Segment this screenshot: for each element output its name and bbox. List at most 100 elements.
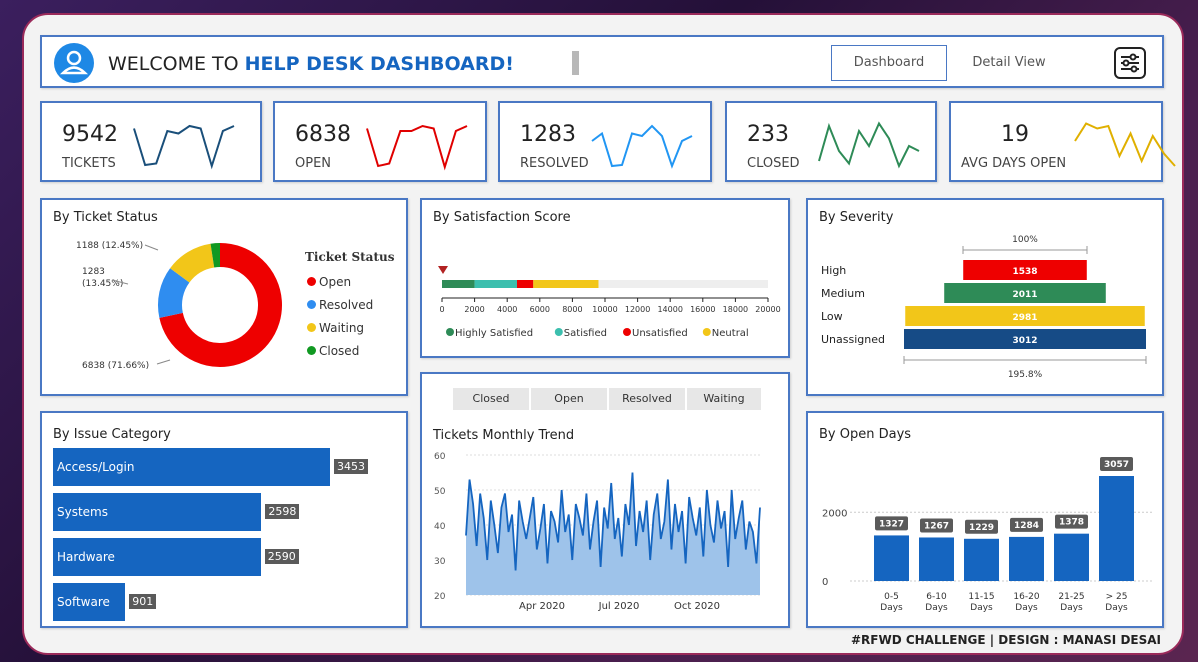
kpi-label: RESOLVED bbox=[520, 156, 589, 171]
donut-data-label: 6838 (71.66%) bbox=[82, 361, 149, 371]
kpi-card: 9542 TICKETS bbox=[40, 101, 262, 182]
category-bar[interactable]: Hardware bbox=[53, 538, 261, 576]
legend-label[interactable]: Satisfied bbox=[564, 328, 607, 339]
category-value-label: 901 bbox=[129, 594, 157, 609]
legend-item[interactable]: Resolved bbox=[307, 293, 373, 316]
ticket-status-title: By Ticket Status bbox=[53, 210, 158, 225]
kpi-value: 233 bbox=[747, 122, 789, 147]
donut-slice-open[interactable] bbox=[159, 243, 282, 367]
legend-dot-icon bbox=[554, 328, 563, 336]
funnel-top-label: 100% bbox=[1012, 235, 1038, 245]
x-tick-label: > 25 bbox=[1106, 592, 1128, 602]
kpi-label: TICKETS bbox=[62, 156, 116, 171]
y-tick-label: 40 bbox=[434, 522, 446, 532]
legend-dot-icon bbox=[307, 323, 316, 332]
funnel-category-label: Medium bbox=[821, 287, 865, 300]
nav-detail-view-button[interactable]: Detail View bbox=[972, 55, 1046, 70]
legend-dot-icon bbox=[702, 328, 711, 336]
donut-slice-resolved[interactable] bbox=[158, 268, 190, 318]
filter-resolved-button[interactable]: Resolved bbox=[609, 388, 685, 410]
kpi-value: 19 bbox=[1001, 122, 1029, 147]
ticket-status-card: By Ticket Status 6838 (71.66%) 1283 (13.45… bbox=[40, 198, 408, 396]
donut-slice-waiting[interactable] bbox=[170, 243, 215, 283]
kpi-sparkline bbox=[591, 124, 693, 169]
bar-value-label: 1267 bbox=[924, 521, 949, 531]
kpi-sparkline-line bbox=[133, 124, 235, 170]
legend-label: Closed bbox=[319, 343, 360, 358]
open-days-chart: 2000013270-5Days12676-10Days122911-15Day… bbox=[822, 457, 1153, 613]
footer-credit: #RFWD CHALLENGE | DESIGN : MANASI DESAI bbox=[850, 633, 1161, 647]
kpi-label: CLOSED bbox=[747, 156, 800, 171]
x-tick-label: Days bbox=[970, 603, 993, 613]
open-days-bar[interactable] bbox=[919, 537, 954, 581]
funnel-bar[interactable] bbox=[904, 329, 1146, 349]
satisfaction-card: By Satisfaction Score 0 2000 4000 6000 8000 1… bbox=[420, 198, 790, 358]
trend-card: Closed Open Resolved Waiting Tickets Mon… bbox=[420, 372, 790, 628]
open-days-bar[interactable] bbox=[1054, 533, 1089, 581]
legend-dot-icon bbox=[307, 277, 316, 286]
open-days-bar[interactable] bbox=[964, 538, 999, 581]
donut-slice-closed[interactable] bbox=[210, 243, 221, 268]
filter-waiting-button[interactable]: Waiting bbox=[687, 388, 761, 410]
severity-title: By Severity bbox=[819, 210, 894, 225]
trend-line[interactable] bbox=[465, 472, 761, 571]
legend-dot-icon bbox=[307, 300, 316, 309]
funnel-bar[interactable] bbox=[905, 306, 1145, 326]
legend-label[interactable]: Highly Satisfied bbox=[455, 328, 533, 339]
satisfaction-segment[interactable] bbox=[442, 280, 475, 288]
satisfaction-segment[interactable] bbox=[516, 280, 534, 288]
category-value-label: 2598 bbox=[265, 504, 300, 519]
donut-leader-line bbox=[144, 244, 159, 251]
kpi-sparkline bbox=[818, 121, 920, 169]
filter-open-button[interactable]: Open bbox=[531, 388, 607, 410]
category-bar[interactable]: Systems bbox=[53, 493, 262, 531]
funnel-bar[interactable] bbox=[944, 283, 1106, 303]
x-tick-label: Days bbox=[1015, 603, 1038, 613]
legend-item[interactable]: Waiting bbox=[307, 316, 373, 339]
kpi-label: OPEN bbox=[295, 156, 332, 171]
category-bar[interactable]: Software bbox=[53, 583, 126, 621]
legend-item[interactable]: Closed bbox=[307, 339, 373, 362]
severity-funnel-chart: 100% High 1538 Medium 2011 Low 2981 Unassigned 3… bbox=[821, 235, 1147, 380]
filter-closed-button[interactable]: Closed bbox=[453, 388, 529, 410]
kpi-value: 6838 bbox=[295, 122, 351, 147]
category-bar[interactable]: Access/Login bbox=[53, 448, 330, 486]
bar-value-badge bbox=[965, 519, 998, 534]
kpi-sparkline-line bbox=[1074, 122, 1176, 167]
page-title: WELCOME TO HELP DESK DASHBOARD! bbox=[108, 53, 514, 75]
axis-tick-label: 8000 bbox=[562, 305, 582, 314]
legend-label[interactable]: Unsatisfied bbox=[632, 328, 688, 339]
kpi-label: AVG DAYS OPEN bbox=[961, 156, 1067, 171]
legend-item[interactable]: Open bbox=[307, 270, 373, 293]
funnel-value-label: 2981 bbox=[1012, 313, 1037, 323]
funnel-bar[interactable] bbox=[963, 260, 1087, 280]
donut-data-label: (13.45%) bbox=[82, 279, 123, 289]
bar-value-badge bbox=[920, 518, 953, 533]
legend-label: Waiting bbox=[319, 320, 365, 335]
bar-value-badge bbox=[1100, 457, 1133, 471]
separator-mark bbox=[572, 51, 579, 75]
satisfaction-title: By Satisfaction Score bbox=[433, 210, 571, 225]
bar-value-label: 1229 bbox=[969, 523, 994, 533]
trend-area bbox=[466, 472, 760, 595]
kpi-value: 1283 bbox=[520, 122, 576, 147]
kpi-sparkline-line bbox=[591, 124, 693, 169]
funnel-value-label: 1538 bbox=[1012, 267, 1037, 277]
legend-label[interactable]: Neutral bbox=[712, 328, 749, 339]
nav-dashboard-button[interactable]: Dashboard bbox=[831, 45, 947, 81]
category-value-label: 2590 bbox=[264, 549, 299, 564]
filter-settings-icon[interactable] bbox=[1114, 47, 1146, 79]
open-days-bar[interactable] bbox=[1009, 536, 1044, 581]
x-tick-label: 11-15 bbox=[968, 592, 994, 602]
donut-data-label: 1283 bbox=[82, 267, 105, 277]
open-days-title: By Open Days bbox=[819, 427, 912, 442]
axis-tick-label: 12000 bbox=[625, 305, 650, 314]
open-days-bar[interactable] bbox=[1099, 476, 1134, 581]
legend-label: Resolved bbox=[319, 297, 374, 312]
satisfaction-segment[interactable] bbox=[533, 280, 599, 288]
issue-category-card: By Issue Category Access/Login 3453 System… bbox=[40, 411, 408, 628]
page-title-highlight: HELP DESK DASHBOARD! bbox=[244, 53, 514, 75]
satisfaction-segment[interactable] bbox=[474, 280, 517, 288]
ticket-status-legend-title: Ticket Status bbox=[305, 250, 395, 264]
open-days-bar[interactable] bbox=[874, 535, 909, 581]
